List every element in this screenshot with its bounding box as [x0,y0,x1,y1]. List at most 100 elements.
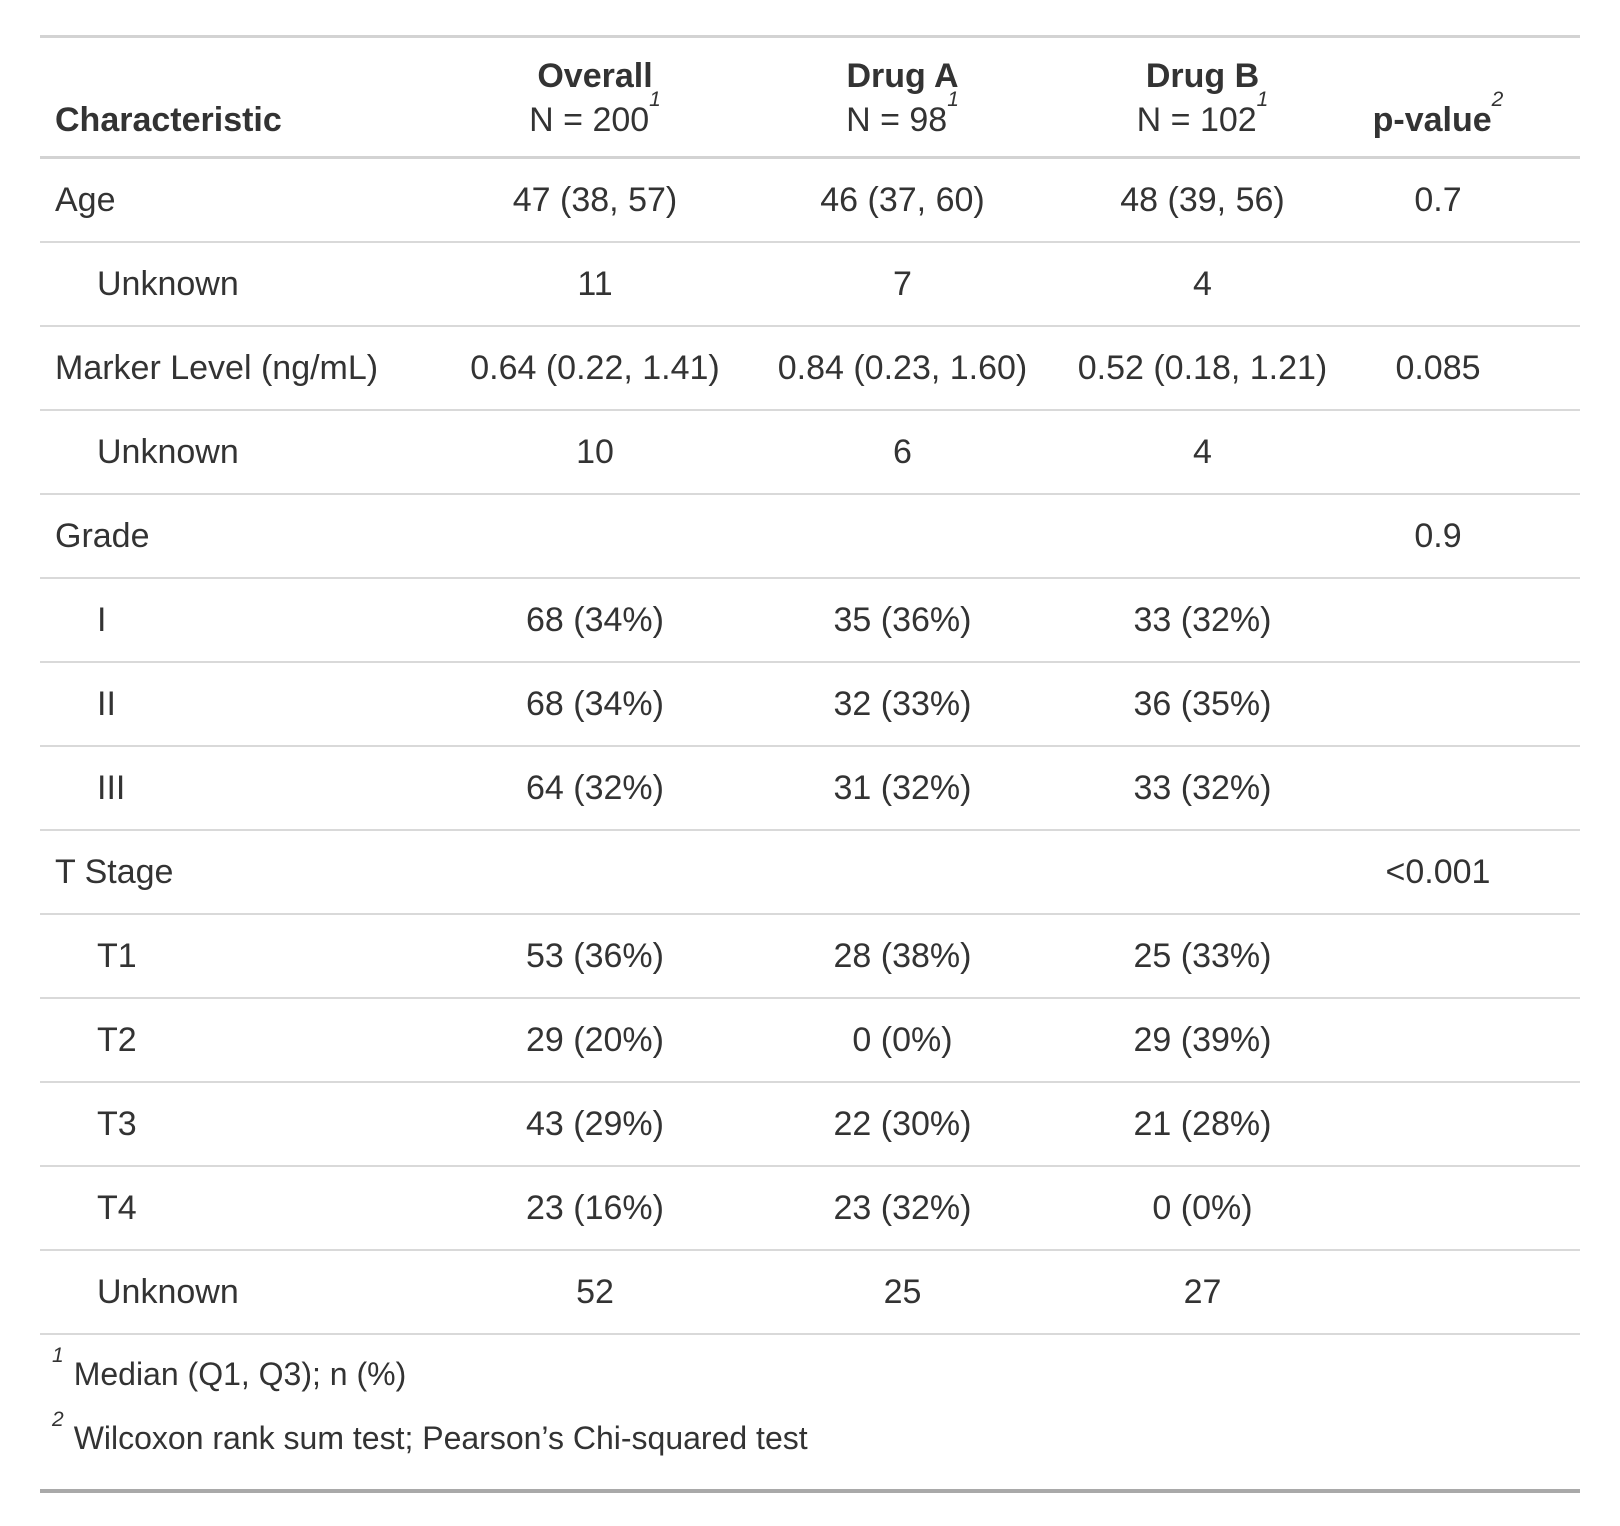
cell-p-value [1350,241,1580,326]
cell-p-value [1350,409,1580,494]
cell-drug-a: 0.84 (0.23, 1.60) [750,325,1055,410]
row-label: Grade [40,493,440,578]
row-label: T Stage [40,829,440,914]
row-label: Marker Level (ng/mL) [40,325,440,410]
column-subtitle-drug-b: N = 1021 [1065,89,1340,142]
row-label: T4 [40,1165,440,1250]
footnote-cell: 1 Median (Q1, Q3); n (%) 2 Wilcoxon rank s… [40,1333,1580,1491]
footnote-2-mark: 2 [52,1408,64,1432]
cell-overall: 68 (34%) [440,577,750,662]
cell-overall: 53 (36%) [440,913,750,998]
cell-drug-b: 29 (39%) [1055,997,1350,1082]
cell-drug-b: 27 [1055,1249,1350,1334]
table-row: Age 47 (38, 57) 46 (37, 60) 48 (39, 56) 0.7 [40,156,1580,242]
footnote-2-text: Wilcoxon rank sum test; Pearson’s Chi-sq… [73,1420,808,1456]
table-header: Characteristic Overall N = 2001 Drug A N… [40,36,1580,159]
row-label: Age [40,156,440,242]
column-title-overall: Overall [537,57,653,95]
cell-p-value [1350,661,1580,746]
header-cell-drug-a: Drug A N = 981 [750,36,1055,159]
column-subtitle-overall: N = 2001 [450,89,740,142]
cell-overall: 47 (38, 57) [440,156,750,242]
header-cell-overall: Overall N = 2001 [440,36,750,159]
cell-drug-b: 33 (32%) [1055,577,1350,662]
row-label: I [40,577,440,662]
cell-p-value [1350,577,1580,662]
cell-overall [440,829,750,914]
cell-drug-a: 0 (0%) [750,997,1055,1082]
column-subtitle-drug-a: N = 981 [760,89,1045,142]
cell-drug-a: 22 (30%) [750,1081,1055,1166]
row-label: T1 [40,913,440,998]
cell-drug-b: 4 [1055,409,1350,494]
cell-drug-a: 35 (36%) [750,577,1055,662]
cell-drug-b: 0 (0%) [1055,1165,1350,1250]
summary-table-container: Characteristic Overall N = 2001 Drug A N… [40,35,1580,1493]
cell-p-value [1350,745,1580,830]
footnote-1-text: Median (Q1, Q3); n (%) [73,1356,407,1392]
table-row: I 68 (34%) 35 (36%) 33 (32%) [40,577,1580,662]
table-row: II 68 (34%) 32 (33%) 36 (35%) [40,661,1580,746]
cell-overall: 68 (34%) [440,661,750,746]
cell-drug-b: 21 (28%) [1055,1081,1350,1166]
row-label: T2 [40,997,440,1082]
row-label: II [40,661,440,746]
cell-drug-a: 32 (33%) [750,661,1055,746]
table-body: Age 47 (38, 57) 46 (37, 60) 48 (39, 56) 0.7 U… [40,156,1580,1334]
table-row: III 64 (32%) 31 (32%) 33 (32%) [40,745,1580,830]
cell-overall [440,493,750,578]
cell-p-value: 0.085 [1350,325,1580,410]
row-label: Unknown [40,1249,440,1334]
table-row: T1 53 (36%) 28 (38%) 25 (33%) [40,913,1580,998]
cell-drug-b: 36 (35%) [1055,661,1350,746]
cell-drug-a [750,493,1055,578]
table-row: T Stage <0.001 [40,829,1580,914]
column-title-characteristic: Characteristic [55,101,282,139]
cell-p-value [1350,997,1580,1082]
cell-p-value [1350,1165,1580,1250]
row-label: III [40,745,440,830]
cell-p-value [1350,1249,1580,1334]
n-count-drug-b: N = 102 [1136,101,1257,139]
cell-overall: 29 (20%) [440,997,750,1082]
footnote-1: 1 Median (Q1, Q3); n (%) [52,1345,1568,1399]
cell-drug-a: 7 [750,241,1055,326]
table-row: T3 43 (29%) 22 (30%) 21 (28%) [40,1081,1580,1166]
table-row: T2 29 (20%) 0 (0%) 29 (39%) [40,997,1580,1082]
cell-drug-b [1055,493,1350,578]
row-label: T3 [40,1081,440,1166]
cell-drug-a: 28 (38%) [750,913,1055,998]
footnote-row: 1 Median (Q1, Q3); n (%) 2 Wilcoxon rank s… [40,1333,1580,1491]
cell-overall: 11 [440,241,750,326]
footnote-mark-1: 1 [947,87,959,111]
header-cell-p-value: p-value2 [1350,36,1580,159]
table-footer: 1 Median (Q1, Q3); n (%) 2 Wilcoxon rank s… [40,1333,1580,1491]
cell-overall: 23 (16%) [440,1165,750,1250]
cell-p-value [1350,1081,1580,1166]
characteristics-summary-table: Characteristic Overall N = 2001 Drug A N… [40,35,1580,1493]
cell-drug-a: 23 (32%) [750,1165,1055,1250]
table-row: Unknown 11 7 4 [40,241,1580,326]
cell-p-value: 0.9 [1350,493,1580,578]
table-row: Unknown 52 25 27 [40,1249,1580,1334]
row-label: Unknown [40,241,440,326]
row-label: Unknown [40,409,440,494]
column-title-p-value: p-value [1372,101,1492,139]
column-title-drug-b: Drug B [1145,57,1260,95]
column-title-drug-a: Drug A [846,57,959,95]
footnote-mark-2: 2 [1491,87,1504,111]
n-count-drug-a: N = 98 [846,101,948,139]
cell-p-value: <0.001 [1350,829,1580,914]
cell-drug-b [1055,829,1350,914]
cell-drug-b: 4 [1055,241,1350,326]
cell-drug-b: 0.52 (0.18, 1.21) [1055,325,1350,410]
cell-drug-a: 25 [750,1249,1055,1334]
n-count-overall: N = 200 [529,101,650,139]
header-row: Characteristic Overall N = 2001 Drug A N… [40,36,1580,159]
footnote-mark-1: 1 [1256,87,1269,111]
cell-drug-b: 33 (32%) [1055,745,1350,830]
footnote-1-mark: 1 [52,1344,64,1368]
footnote-2: 2 Wilcoxon rank sum test; Pearson’s Chi-s… [52,1409,1568,1463]
cell-drug-a [750,829,1055,914]
cell-drug-a: 6 [750,409,1055,494]
